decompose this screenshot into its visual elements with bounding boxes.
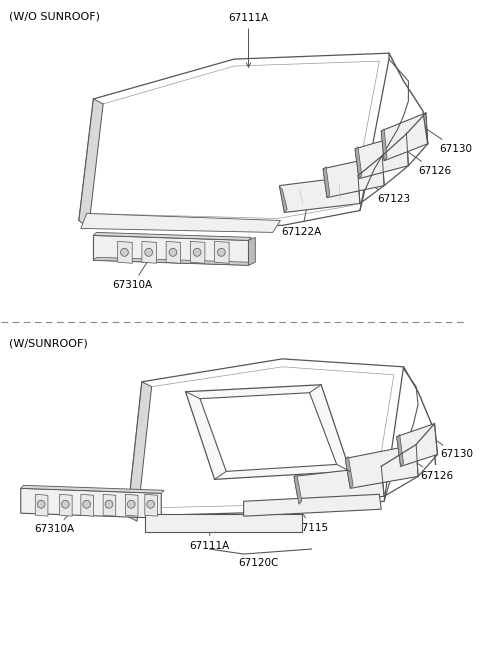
Polygon shape [249, 237, 255, 265]
Circle shape [120, 248, 128, 256]
Circle shape [217, 248, 225, 256]
Polygon shape [145, 495, 157, 516]
Text: 67310A: 67310A [35, 506, 77, 534]
Polygon shape [191, 241, 205, 263]
Polygon shape [166, 241, 180, 263]
Circle shape [127, 500, 135, 508]
Text: 67111A: 67111A [228, 13, 269, 67]
Text: (W/O SUNROOF): (W/O SUNROOF) [9, 11, 100, 22]
Polygon shape [60, 495, 72, 516]
Circle shape [61, 500, 69, 508]
Text: 67122A: 67122A [282, 206, 322, 237]
Circle shape [193, 248, 201, 256]
Polygon shape [127, 359, 404, 516]
Circle shape [145, 248, 153, 256]
Polygon shape [21, 489, 161, 518]
Polygon shape [279, 187, 287, 212]
Text: (W/SUNROOF): (W/SUNROOF) [9, 339, 88, 349]
Text: 67120C: 67120C [238, 558, 278, 568]
Polygon shape [215, 241, 229, 263]
Text: 67115: 67115 [295, 506, 328, 533]
Text: 67310A: 67310A [112, 257, 152, 290]
Circle shape [169, 248, 177, 256]
Text: 67126: 67126 [416, 462, 453, 481]
Circle shape [147, 500, 155, 508]
Polygon shape [294, 466, 384, 504]
Polygon shape [244, 495, 381, 516]
Polygon shape [127, 382, 152, 521]
Polygon shape [79, 53, 389, 225]
Polygon shape [94, 257, 252, 265]
Circle shape [83, 500, 91, 508]
Polygon shape [103, 495, 116, 516]
Polygon shape [381, 113, 428, 160]
Polygon shape [79, 99, 103, 229]
Polygon shape [200, 393, 336, 472]
Polygon shape [36, 495, 48, 516]
Polygon shape [94, 235, 249, 265]
Polygon shape [185, 384, 350, 479]
Polygon shape [125, 495, 138, 516]
Polygon shape [142, 241, 156, 263]
Polygon shape [323, 166, 330, 198]
Text: 67130: 67130 [437, 441, 473, 459]
Polygon shape [355, 134, 408, 179]
Text: 67126: 67126 [406, 151, 451, 176]
Text: 67123: 67123 [362, 180, 410, 204]
Polygon shape [94, 233, 252, 240]
Polygon shape [381, 129, 387, 160]
Polygon shape [279, 176, 360, 212]
Polygon shape [145, 514, 302, 532]
Polygon shape [81, 214, 280, 233]
Polygon shape [118, 241, 132, 263]
Text: 67111A: 67111A [190, 525, 230, 551]
Polygon shape [323, 156, 384, 198]
Polygon shape [355, 147, 362, 179]
Polygon shape [346, 445, 418, 489]
Polygon shape [346, 457, 353, 489]
Text: 67130: 67130 [427, 130, 472, 154]
Polygon shape [81, 495, 94, 516]
Circle shape [105, 500, 113, 508]
Circle shape [37, 500, 45, 508]
Polygon shape [397, 424, 437, 466]
Polygon shape [294, 474, 302, 504]
Polygon shape [21, 485, 164, 493]
Polygon shape [397, 434, 404, 466]
